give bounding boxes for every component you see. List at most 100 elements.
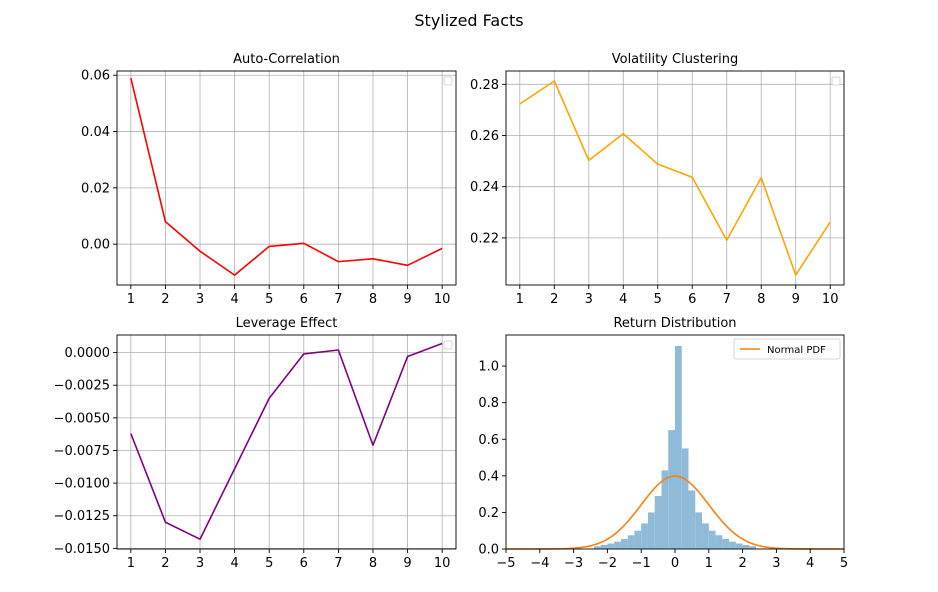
histogram-bar [722, 538, 730, 549]
legend-empty-box [443, 76, 453, 86]
x-tick-label: 3 [196, 556, 204, 571]
x-tick-label: 9 [792, 292, 800, 307]
histogram-bar [675, 345, 682, 549]
histogram-bar [688, 490, 696, 549]
x-tick-label: −3 [564, 556, 583, 571]
x-tick-label: 7 [334, 556, 342, 571]
x-tick-label: 2 [738, 556, 746, 571]
x-tick-label: 1 [705, 556, 713, 571]
x-tick-label: 9 [403, 556, 411, 571]
y-tick-label: −0.0150 [54, 542, 110, 557]
x-tick-label: 10 [434, 292, 451, 307]
histogram-bar [742, 544, 750, 549]
x-tick-label: 8 [369, 556, 377, 571]
legend-label: Normal PDF [767, 345, 826, 356]
y-tick-label: −0.0125 [54, 509, 110, 524]
x-tick-label: 10 [822, 292, 839, 307]
series-line-volclust [519, 80, 831, 276]
x-tick-label: −5 [496, 556, 515, 571]
x-tick-label: 5 [654, 292, 662, 307]
x-tick-label: −1 [632, 556, 651, 571]
y-tick-label: −0.0075 [54, 444, 110, 459]
panel-volclust: Volatility Clustering 1 2 3 4 5 6 7 8 9 10 0.22 0.24… [470, 52, 845, 307]
histogram-bar [647, 512, 655, 549]
y-tick-label: 0.04 [81, 125, 110, 140]
histogram-bar [593, 546, 601, 549]
subplot-title: Return Distribution [613, 316, 736, 331]
legend-empty-box [831, 76, 841, 86]
y-tick-label: 0.28 [470, 78, 499, 93]
x-tick-label: −2 [598, 556, 617, 571]
x-tick-label: 8 [369, 292, 377, 307]
y-tick-label: 0.6 [478, 433, 499, 448]
y-tick-label: 0.02 [81, 181, 110, 196]
x-tick-label: 7 [723, 292, 731, 307]
axes-frame [505, 70, 845, 286]
y-tick-label: 0.06 [81, 69, 110, 84]
histogram-bar [607, 543, 615, 549]
x-tick-label: −4 [530, 556, 549, 571]
x-tick-label: 6 [300, 292, 308, 307]
x-tick-label: 4 [230, 556, 238, 571]
histogram-bar [729, 541, 736, 549]
histogram-bar [627, 535, 635, 549]
x-tick-label: 8 [757, 292, 765, 307]
y-tick-label: 0.26 [470, 129, 499, 144]
y-tick-label: −0.0050 [54, 411, 110, 426]
y-tick-label: 0.2 [478, 506, 499, 521]
histogram-bar [620, 538, 628, 549]
panel-retdist: Return Distribution −5 −4 −3 −2 −1 0 1 2 3 4 5 0.0 0.… [478, 316, 848, 571]
x-tick-label: 6 [300, 556, 308, 571]
x-tick-label: 4 [806, 556, 814, 571]
histogram-bar [702, 523, 709, 549]
x-tick-label: 1 [127, 556, 135, 571]
histogram-bar [749, 546, 757, 549]
axes-frame [116, 70, 457, 286]
x-tick-label: 3 [585, 292, 593, 307]
x-tick-label: 7 [334, 292, 342, 307]
y-tick-label: 0.0000 [65, 346, 111, 361]
x-tick-label: 3 [772, 556, 780, 571]
histogram-bar [695, 512, 703, 549]
x-tick-label: 6 [688, 292, 696, 307]
y-tick-label: 0.00 [81, 238, 110, 253]
histogram-bar [681, 448, 689, 549]
series-line-leverage [130, 342, 443, 541]
x-tick-label: 4 [230, 292, 238, 307]
histogram-bar [600, 544, 608, 549]
y-tick-label: 0.22 [470, 231, 499, 246]
legend-empty-box [443, 340, 453, 350]
x-tick-label: 5 [840, 556, 848, 571]
legend-box [733, 338, 841, 360]
x-tick-label: 5 [265, 556, 273, 571]
y-tick-label: 0.8 [478, 396, 499, 411]
x-tick-label: 10 [434, 556, 451, 571]
y-tick-label: 1.0 [478, 360, 499, 375]
x-tick-label: 2 [161, 556, 169, 571]
histogram-bar [708, 530, 716, 549]
histogram-bar [654, 495, 662, 549]
x-tick-label: 2 [161, 292, 169, 307]
panel-leverage: Leverage Effect 1 2 3 4 5 6 7 8 9 10 −0.0150 −0.0125… [54, 316, 457, 571]
histogram-bar [735, 543, 743, 549]
legend: Normal PDF [733, 338, 841, 360]
subplot-title: Volatility Clustering [612, 52, 739, 67]
axes-frame [116, 334, 457, 550]
figure-title: Stylized Facts [414, 11, 523, 30]
histogram-bar [661, 470, 669, 549]
panel-autocorr: Auto-Correlation 1 2 3 4 5 6 7 8 9 10 0.00 0.02 0.04 0… [81, 52, 457, 307]
histogram-bar [715, 535, 723, 549]
y-tick-label: 0.4 [478, 469, 499, 484]
y-tick-label: 0.24 [470, 180, 499, 195]
x-tick-label: 2 [550, 292, 558, 307]
y-tick-label: −0.0100 [54, 477, 110, 492]
y-tick-label: 0.0 [478, 543, 499, 558]
histogram-bar [634, 530, 642, 549]
subplot-title: Auto-Correlation [233, 52, 340, 67]
y-tick-label: −0.0025 [54, 379, 110, 394]
x-tick-label: 1 [516, 292, 524, 307]
x-tick-label: 9 [403, 292, 411, 307]
